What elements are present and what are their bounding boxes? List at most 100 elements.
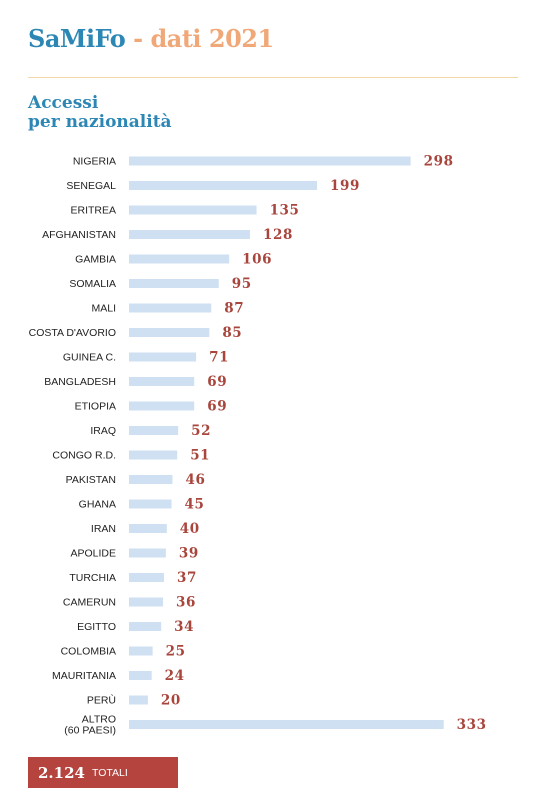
- value-label: 39: [179, 546, 199, 562]
- category-label-line: IRAQ: [90, 425, 116, 437]
- category-label: NIGERIA: [73, 156, 116, 168]
- bar: [129, 230, 250, 239]
- category-label: CONGO R.D.: [52, 450, 116, 462]
- category-label-line: GUINEA C.: [63, 352, 116, 364]
- category-label-line: EGITTO: [77, 621, 116, 633]
- category-label: BANGLADESH: [44, 376, 116, 388]
- category-label-line: GHANA: [79, 499, 116, 511]
- category-label-line: ETIOPIA: [75, 401, 116, 413]
- category-label: ETIOPIA: [75, 401, 116, 413]
- bar-chart: NIGERIA 298 SENEGAL 199 ERITREA 135 AFGHANISTA…: [29, 154, 487, 737]
- value-label: 37: [177, 570, 197, 586]
- value-label: 85: [222, 325, 242, 341]
- category-label-line: NIGERIA: [73, 156, 116, 168]
- category-label-line: IRAN: [91, 523, 116, 535]
- value-label: 71: [209, 350, 229, 366]
- category-label-line: PAKISTAN: [66, 474, 116, 486]
- category-label: MALI: [91, 303, 116, 315]
- value-label: 333: [457, 717, 487, 733]
- category-label: COLOMBIA: [61, 646, 116, 658]
- category-label: ALTRO (60 PAESI): [64, 714, 116, 737]
- value-label: 106: [242, 252, 272, 268]
- bar: [129, 573, 164, 582]
- category-label: SENEGAL: [66, 180, 116, 192]
- category-label: MAURITANIA: [52, 670, 116, 682]
- bar: [129, 401, 195, 411]
- category-label-line: AFGHANISTAN: [42, 229, 116, 241]
- category-label: SOMALIA: [69, 278, 116, 290]
- value-label: 36: [176, 595, 196, 611]
- value-label: 135: [270, 203, 300, 219]
- value-label: 87: [224, 301, 244, 317]
- category-label-line: ALTRO: [82, 714, 116, 726]
- value-label: 46: [185, 472, 205, 488]
- category-label-line: COLOMBIA: [61, 646, 116, 658]
- category-label-line: MAURITANIA: [52, 670, 116, 682]
- title-separator: -: [125, 24, 151, 53]
- total-value: 2.124: [38, 763, 85, 782]
- bar: [129, 499, 172, 509]
- category-label-line: APOLIDE: [70, 548, 116, 560]
- category-label-line: ERITREA: [70, 205, 116, 217]
- category-label: GAMBIA: [75, 254, 116, 266]
- bar: [129, 597, 164, 607]
- value-label: 128: [263, 227, 293, 243]
- bar: [129, 279, 219, 288]
- category-label-line: COSTA D'AVORIO: [29, 327, 116, 339]
- bar: [129, 475, 173, 484]
- category-label: PAKISTAN: [66, 474, 116, 486]
- value-label: 25: [166, 644, 186, 660]
- category-label: EGITTO: [77, 621, 116, 633]
- bar: [129, 377, 195, 386]
- bar: [129, 254, 230, 264]
- value-label: 95: [232, 276, 252, 292]
- chart-title-line-2: per nazionalità: [28, 112, 172, 132]
- category-label: GUINEA C.: [63, 352, 116, 364]
- page-title: SaMiFo - dati 2021: [28, 24, 274, 53]
- value-label: 69: [207, 399, 227, 415]
- category-label: TURCHIA: [69, 572, 116, 584]
- category-label-line: SENEGAL: [66, 180, 116, 192]
- value-label: 52: [191, 423, 211, 439]
- category-label-line: GAMBIA: [75, 254, 116, 266]
- value-label: 34: [174, 619, 194, 635]
- bar: [129, 524, 167, 533]
- bar: [129, 450, 178, 460]
- bar: [129, 352, 197, 362]
- category-label: ERITREA: [70, 205, 116, 217]
- category-label-line: BANGLADESH: [44, 376, 116, 388]
- bar: [129, 548, 166, 558]
- chart-title-line-1: Accessi: [28, 93, 99, 113]
- category-label: COSTA D'AVORIO: [29, 327, 116, 339]
- value-label: 40: [180, 521, 200, 537]
- category-label-line: CONGO R.D.: [52, 450, 116, 462]
- category-label: AFGHANISTAN: [42, 229, 116, 241]
- value-label: 51: [190, 448, 210, 464]
- header-divider: [28, 77, 518, 78]
- chart-title: Accessi per nazionalità: [28, 94, 172, 132]
- category-label: IRAQ: [90, 425, 116, 437]
- bar: [129, 181, 318, 190]
- category-label: GHANA: [79, 499, 116, 511]
- category-label: APOLIDE: [70, 548, 116, 560]
- bar: [129, 426, 179, 435]
- bar: [129, 156, 411, 166]
- bar: [129, 328, 210, 337]
- category-label-line: SOMALIA: [69, 278, 116, 290]
- bar: [129, 303, 212, 313]
- category-label: PERÙ: [87, 694, 116, 707]
- title-year: dati 2021: [150, 24, 274, 53]
- bar: [129, 622, 162, 631]
- value-label: 199: [330, 178, 360, 194]
- total-badge: 2.124 TOTALI: [28, 757, 178, 788]
- value-label: 69: [207, 374, 227, 390]
- bar: [129, 646, 153, 656]
- category-label-line: MALI: [91, 303, 116, 315]
- value-label: 45: [185, 497, 205, 513]
- value-label: 20: [161, 693, 181, 709]
- total-label: TOTALI: [91, 766, 128, 779]
- category-label-line: CAMERUN: [63, 597, 116, 609]
- category-label: IRAN: [91, 523, 116, 535]
- bar: [129, 671, 152, 680]
- bar: [129, 205, 257, 215]
